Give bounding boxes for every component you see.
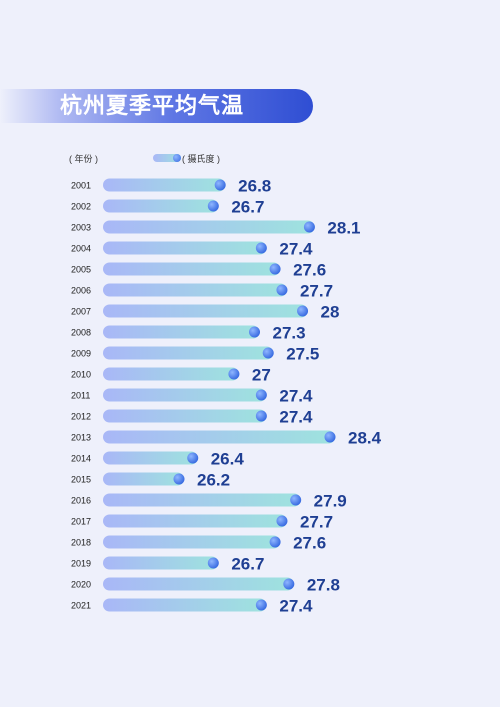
data-label: 26.7 <box>231 198 264 217</box>
tick-label-year: 2013 <box>71 433 91 443</box>
data-label: 27.6 <box>293 534 326 553</box>
data-label: 26.8 <box>238 177 271 196</box>
tick-label-year: 2005 <box>71 265 91 275</box>
tick-label-year: 2020 <box>71 580 91 590</box>
bar <box>103 598 267 612</box>
bar-end-dot <box>303 221 315 233</box>
tick-label-year: 2021 <box>71 601 91 611</box>
data-label: 28.1 <box>327 219 360 238</box>
bar <box>103 220 315 234</box>
tick-label-year: 2016 <box>71 496 91 506</box>
bar-end-dot <box>255 242 267 254</box>
bar-end-dot <box>269 263 281 275</box>
bar <box>103 535 281 549</box>
data-label: 27.6 <box>293 261 326 280</box>
tick-label-year: 2018 <box>71 538 91 548</box>
bar-end-dot <box>187 452 199 464</box>
bar-end-dot <box>214 179 226 191</box>
bar-end-dot <box>276 515 288 527</box>
bar <box>103 262 281 276</box>
data-label: 27.8 <box>307 576 340 595</box>
data-label: 27.4 <box>279 408 313 427</box>
bar-end-dot <box>255 389 267 401</box>
legend-unit-label: ( 摄氏度 ) <box>182 154 220 164</box>
data-label: 27.9 <box>314 492 347 511</box>
bar <box>103 409 267 423</box>
bar-end-dot <box>228 368 240 380</box>
bar-end-dot <box>255 410 267 422</box>
data-label: 26.2 <box>197 471 230 490</box>
data-label: 26.7 <box>231 555 264 574</box>
title-banner <box>0 89 313 123</box>
tick-label-year: 2007 <box>71 307 91 317</box>
tick-label-year: 2019 <box>71 559 91 569</box>
tick-label-year: 2011 <box>71 391 90 401</box>
chart-title: 杭州夏季平均气温 <box>60 93 245 118</box>
data-label: 28 <box>321 303 340 322</box>
bar <box>103 325 260 339</box>
data-label: 26.4 <box>211 450 245 469</box>
bar <box>103 304 308 318</box>
bar <box>103 577 294 591</box>
bar-end-dot <box>283 578 295 590</box>
tick-label-year: 2015 <box>71 475 91 485</box>
bar <box>103 199 219 213</box>
bar <box>103 178 226 192</box>
tick-label-year: 2008 <box>71 328 91 338</box>
bar <box>103 430 335 444</box>
bar-end-dot <box>255 599 267 611</box>
bar <box>103 556 219 570</box>
tick-label-year: 2002 <box>71 202 91 212</box>
data-label: 27 <box>252 366 271 385</box>
bar-end-dot <box>207 200 219 212</box>
tick-label-year: 2001 <box>71 181 91 191</box>
bar-end-dot <box>297 305 309 317</box>
legend-year-label: ( 年份 ) <box>69 154 98 164</box>
data-label: 27.5 <box>286 345 319 364</box>
bar-end-dot <box>173 473 185 485</box>
bar <box>103 346 274 360</box>
data-label: 27.4 <box>279 240 313 259</box>
bar <box>103 241 267 255</box>
bar-end-dot <box>324 431 336 443</box>
data-label: 28.4 <box>348 429 382 448</box>
bar-end-dot <box>262 347 274 359</box>
legend-dot-icon <box>173 154 181 162</box>
bar <box>103 493 301 507</box>
data-label: 27.4 <box>279 387 313 406</box>
bar <box>103 451 198 465</box>
data-label: 27.7 <box>300 513 333 532</box>
tick-label-year: 2014 <box>71 454 91 464</box>
tick-label-year: 2006 <box>71 286 91 296</box>
bar-end-dot <box>269 536 281 548</box>
tick-label-year: 2010 <box>71 370 91 380</box>
tick-label-year: 2004 <box>71 244 91 254</box>
legend-swatch <box>153 154 181 162</box>
bar <box>103 367 239 381</box>
tick-label-year: 2009 <box>71 349 91 359</box>
data-label: 27.4 <box>279 597 313 616</box>
bar-end-dot <box>249 326 260 338</box>
bar-end-dot <box>276 284 288 296</box>
bar <box>103 514 287 528</box>
bar <box>103 388 267 402</box>
data-label: 27.7 <box>300 282 333 301</box>
bar <box>103 283 287 297</box>
bar <box>103 472 184 486</box>
data-label: 27.3 <box>273 324 306 343</box>
bar-end-dot <box>290 494 302 506</box>
tick-label-year: 2012 <box>71 412 91 422</box>
tick-label-year: 2003 <box>71 223 91 233</box>
tick-label-year: 2017 <box>71 517 91 527</box>
bar-end-dot <box>207 557 219 569</box>
